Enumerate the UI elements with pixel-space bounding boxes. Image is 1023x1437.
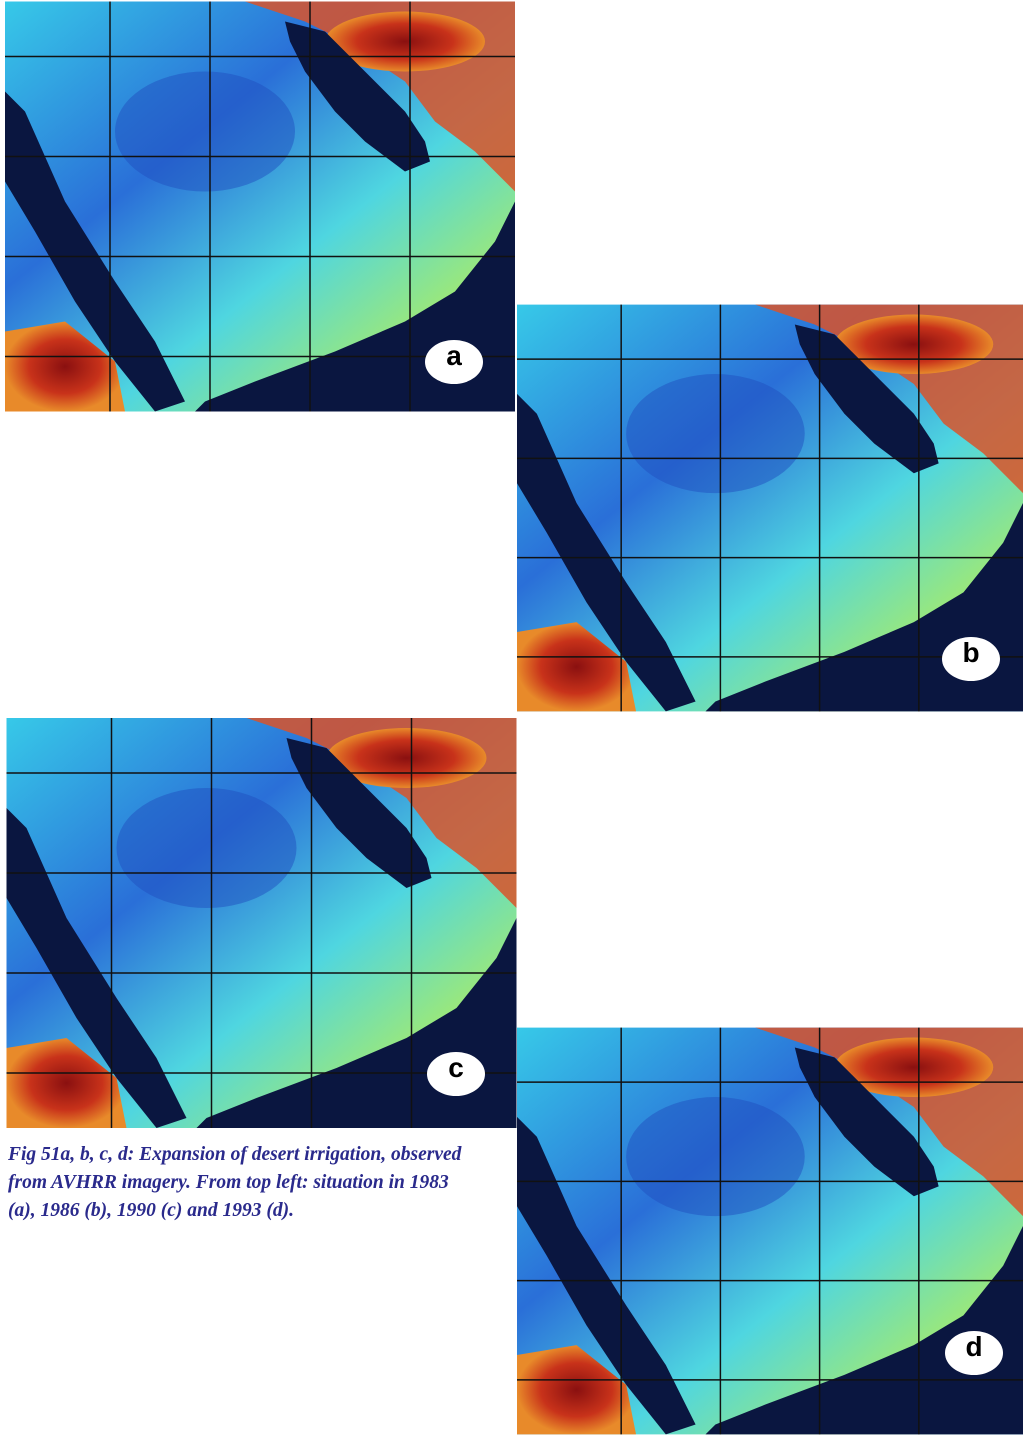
figure-caption: Fig 51a, b, c, d: Expansion of desert ir…	[8, 1141, 478, 1225]
page: a b c d Fig 51a, b, c, d: Expansion of d…	[0, 0, 1023, 1437]
panel-label: a	[425, 340, 483, 384]
image-panel: d	[517, 1025, 1023, 1437]
panel-label: b	[942, 637, 1000, 681]
image-panel: b	[517, 303, 1023, 713]
image-panel: a	[5, 0, 515, 413]
panel-label: d	[945, 1331, 1003, 1375]
panel-label: c	[427, 1052, 485, 1096]
image-panel: c	[5, 718, 518, 1128]
satellite-image	[517, 1025, 1023, 1437]
